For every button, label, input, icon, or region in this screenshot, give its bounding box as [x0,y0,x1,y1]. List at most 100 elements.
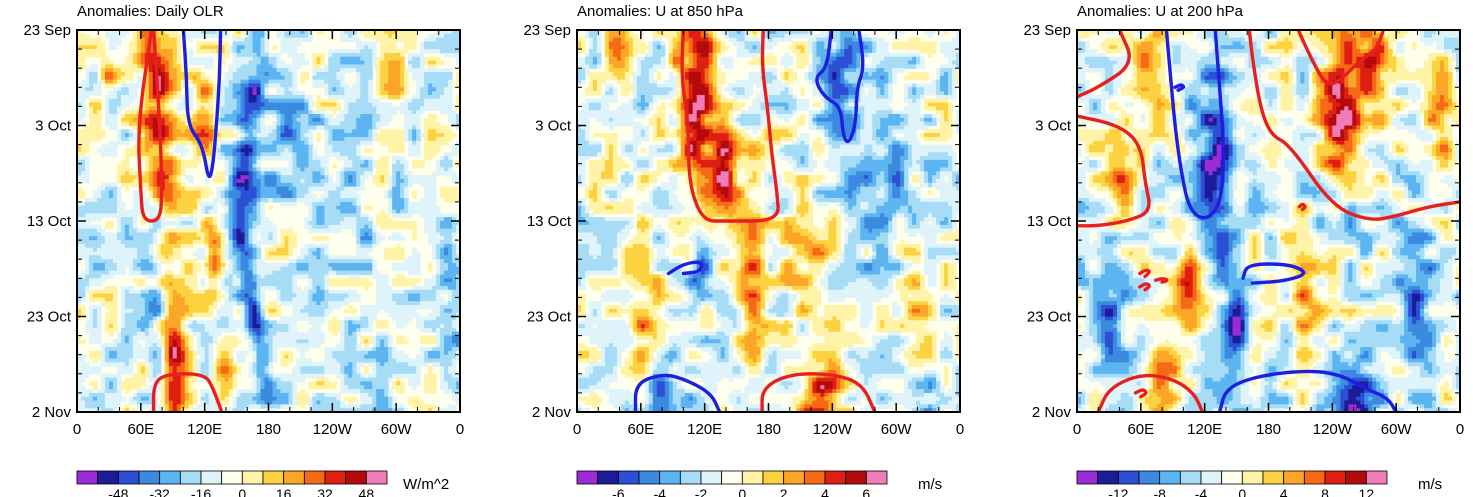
field-cell [148,60,154,65]
field-cell [84,45,90,50]
field-cell [224,41,230,46]
field-cell [444,106,449,111]
field-cell [116,133,122,138]
field-cell [204,232,210,237]
field-cell [400,255,405,260]
field-cell [208,45,214,50]
field-cell [248,171,254,176]
field-cell [344,136,349,142]
field-cell [424,91,429,96]
field-cell [256,247,262,253]
field-cell [236,251,242,256]
field-cell [208,278,214,283]
field-cell [244,259,250,264]
field-cell [168,56,174,62]
field-cell [412,152,417,157]
field-cell [92,121,98,127]
field-cell [136,68,142,73]
field-cell [220,194,226,199]
field-cell [188,201,194,207]
field-cell [272,140,278,146]
field-cell [132,251,138,256]
field-cell [224,30,230,35]
field-cell [308,98,313,104]
field-cell [160,251,166,256]
field-cell [436,83,441,88]
field-cell [228,98,234,104]
field-cell [300,259,306,264]
field-cell [312,255,317,260]
field-cell [96,217,102,222]
field-cell [196,68,202,73]
field-cell [240,79,246,85]
field-cell [404,167,409,172]
field-cell [372,228,377,234]
field-cell [400,175,405,180]
field-cell [396,37,401,43]
field-cell [144,209,150,214]
field-cell [376,106,381,111]
field-cell [96,270,102,276]
field-cell [308,251,313,256]
field-cell [144,178,150,184]
field-cell [84,72,90,77]
field-cell [200,117,206,123]
field-cell [272,240,278,245]
field-cell [132,205,138,211]
field-cell [264,129,270,134]
field-cell [324,125,329,130]
field-cell [252,270,258,276]
field-cell [208,129,214,134]
field-cell [440,129,445,134]
field-cell [168,98,174,104]
field-cell [216,133,222,138]
field-cell [284,30,290,35]
field-cell [232,72,238,77]
field-cell [180,270,186,276]
field-cell [356,156,361,161]
field-cell [392,41,397,46]
field-cell [192,114,198,119]
field-cell [176,175,182,180]
field-cell [336,133,341,138]
field-cell [244,251,250,256]
field-cell [228,133,234,138]
field-cell [220,148,226,153]
field-cell [108,190,114,195]
field-cell [120,201,126,207]
field-cell [376,213,381,218]
field-cell [444,282,449,287]
field-cell [80,247,86,253]
field-cell [252,186,258,192]
field-cell [252,255,258,260]
field-cell [152,136,158,142]
field-cell [300,178,306,184]
field-cell [116,194,122,199]
field-cell [448,186,453,192]
field-cell [104,209,110,214]
field-cell [288,33,294,39]
field-cell [272,171,278,176]
field-cell [248,94,254,100]
field-cell [160,159,166,165]
field-cell [104,182,110,188]
field-cell [180,121,186,127]
field-cell [128,133,134,138]
field-cell [236,79,242,85]
field-cell [224,243,230,249]
field-cell [204,33,210,39]
field-cell [292,175,298,180]
field-cell [260,186,266,192]
field-cell [248,41,254,46]
field-cell [212,201,218,207]
field-cell [228,263,234,268]
field-cell [316,83,321,88]
field-cell [208,114,214,119]
field-cell [324,236,329,241]
field-cell [136,209,142,214]
field-cell [412,52,417,58]
field-cell [136,243,142,249]
field-cell [252,110,258,115]
field-cell [384,251,389,256]
field-cell [168,221,174,226]
